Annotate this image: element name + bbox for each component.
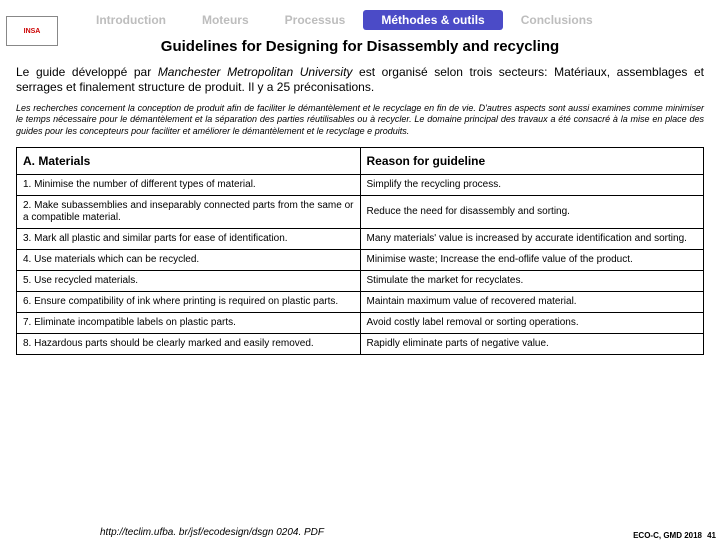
source-url: http://teclim.ufba. br/jsf/ecodesign/dsg… [100,527,324,538]
reason-cell: Many materials' value is increased by ac… [360,229,704,250]
table-row: 6. Ensure compatibility of ink where pri… [17,292,704,313]
table-row: 2. Make subassemblies and inseparably co… [17,196,704,229]
tab-conclusions[interactable]: Conclusions [503,10,611,30]
nav-tabs: Introduction Moteurs Processus Méthodes … [78,10,720,30]
footer-course: ECO-C, GMD 2018 [633,531,702,540]
tab-methodes-outils[interactable]: Méthodes & outils [363,10,502,30]
guideline-cell: 7. Eliminate incompatible labels on plas… [17,313,361,334]
table-row: 5. Use recycled materials. Stimulate the… [17,271,704,292]
guideline-cell: 2. Make subassemblies and inseparably co… [17,196,361,229]
reason-cell: Maintain maximum value of recovered mate… [360,292,704,313]
reason-cell: Minimise waste; Increase the end-oflife … [360,250,704,271]
reason-cell: Reduce the need for disassembly and sort… [360,196,704,229]
guideline-cell: 5. Use recycled materials. [17,271,361,292]
table-row: 1. Minimise the number of different type… [17,175,704,196]
tab-introduction[interactable]: Introduction [78,10,184,30]
tab-moteurs[interactable]: Moteurs [184,10,267,30]
insa-logo: INSA [6,16,58,46]
page-title: Guidelines for Designing for Disassembly… [0,38,720,55]
page-number: 41 [707,531,716,540]
reason-cell: Rapidly eliminate parts of negative valu… [360,334,704,355]
guideline-cell: 8. Hazardous parts should be clearly mar… [17,334,361,355]
intro-university: Manchester Metropolitan University [158,65,353,79]
table-row: 3. Mark all plastic and similar parts fo… [17,229,704,250]
research-paragraph: Les recherches concernent la conception … [16,103,704,137]
guideline-cell: 3. Mark all plastic and similar parts fo… [17,229,361,250]
intro-pre: Le guide développé par [16,65,158,79]
table-row: 4. Use materials which can be recycled. … [17,250,704,271]
guideline-cell: 4. Use materials which can be recycled. [17,250,361,271]
reason-cell: Avoid costly label removal or sorting op… [360,313,704,334]
table-header-row: A. Materials Reason for guideline [17,147,704,174]
guideline-cell: 1. Minimise the number of different type… [17,175,361,196]
reason-cell: Stimulate the market for recyclates. [360,271,704,292]
table-row: 8. Hazardous parts should be clearly mar… [17,334,704,355]
tab-processus[interactable]: Processus [267,10,364,30]
header-reason: Reason for guideline [360,147,704,174]
guideline-cell: 6. Ensure compatibility of ink where pri… [17,292,361,313]
reason-cell: Simplify the recycling process. [360,175,704,196]
header-materials: A. Materials [17,147,361,174]
intro-paragraph: Le guide développé par Manchester Metrop… [16,65,704,95]
table-row: 7. Eliminate incompatible labels on plas… [17,313,704,334]
guidelines-table: A. Materials Reason for guideline 1. Min… [16,147,704,355]
